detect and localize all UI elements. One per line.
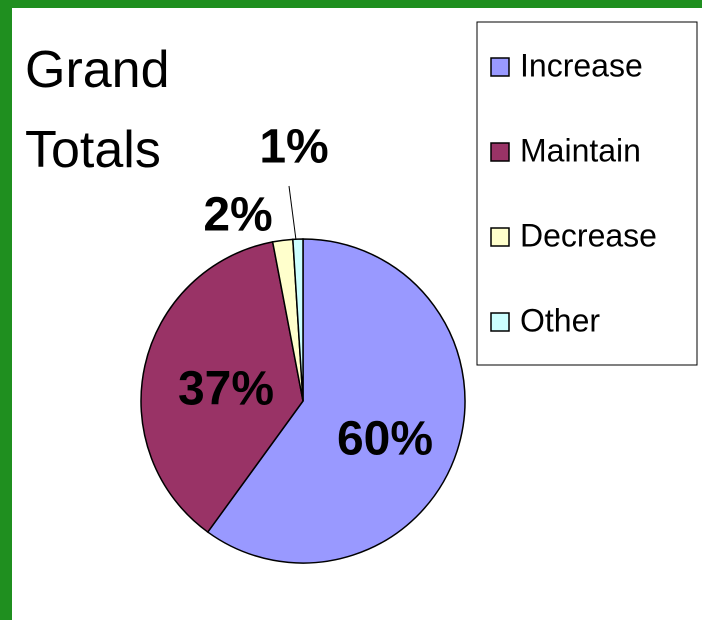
pie-slice (140, 240, 304, 534)
value-label: 2% (203, 189, 272, 242)
legend-label: Maintain (520, 132, 641, 168)
legend-swatch (490, 227, 510, 247)
legend-label: Increase (520, 47, 643, 83)
value-label: 60% (337, 413, 433, 466)
value-label: 1% (259, 121, 328, 174)
chart-title: Grand Totals (25, 41, 170, 179)
legend-swatch (490, 57, 510, 77)
leader-line (288, 185, 297, 241)
legend-label: Decrease (520, 217, 657, 253)
legend-box (476, 21, 698, 366)
value-label: 37% (178, 363, 274, 416)
legend-swatch (490, 142, 510, 162)
legend-label: Other (520, 302, 600, 338)
pie-slice (206, 238, 466, 564)
legend-swatch (490, 312, 510, 332)
pie-slice (292, 238, 304, 402)
